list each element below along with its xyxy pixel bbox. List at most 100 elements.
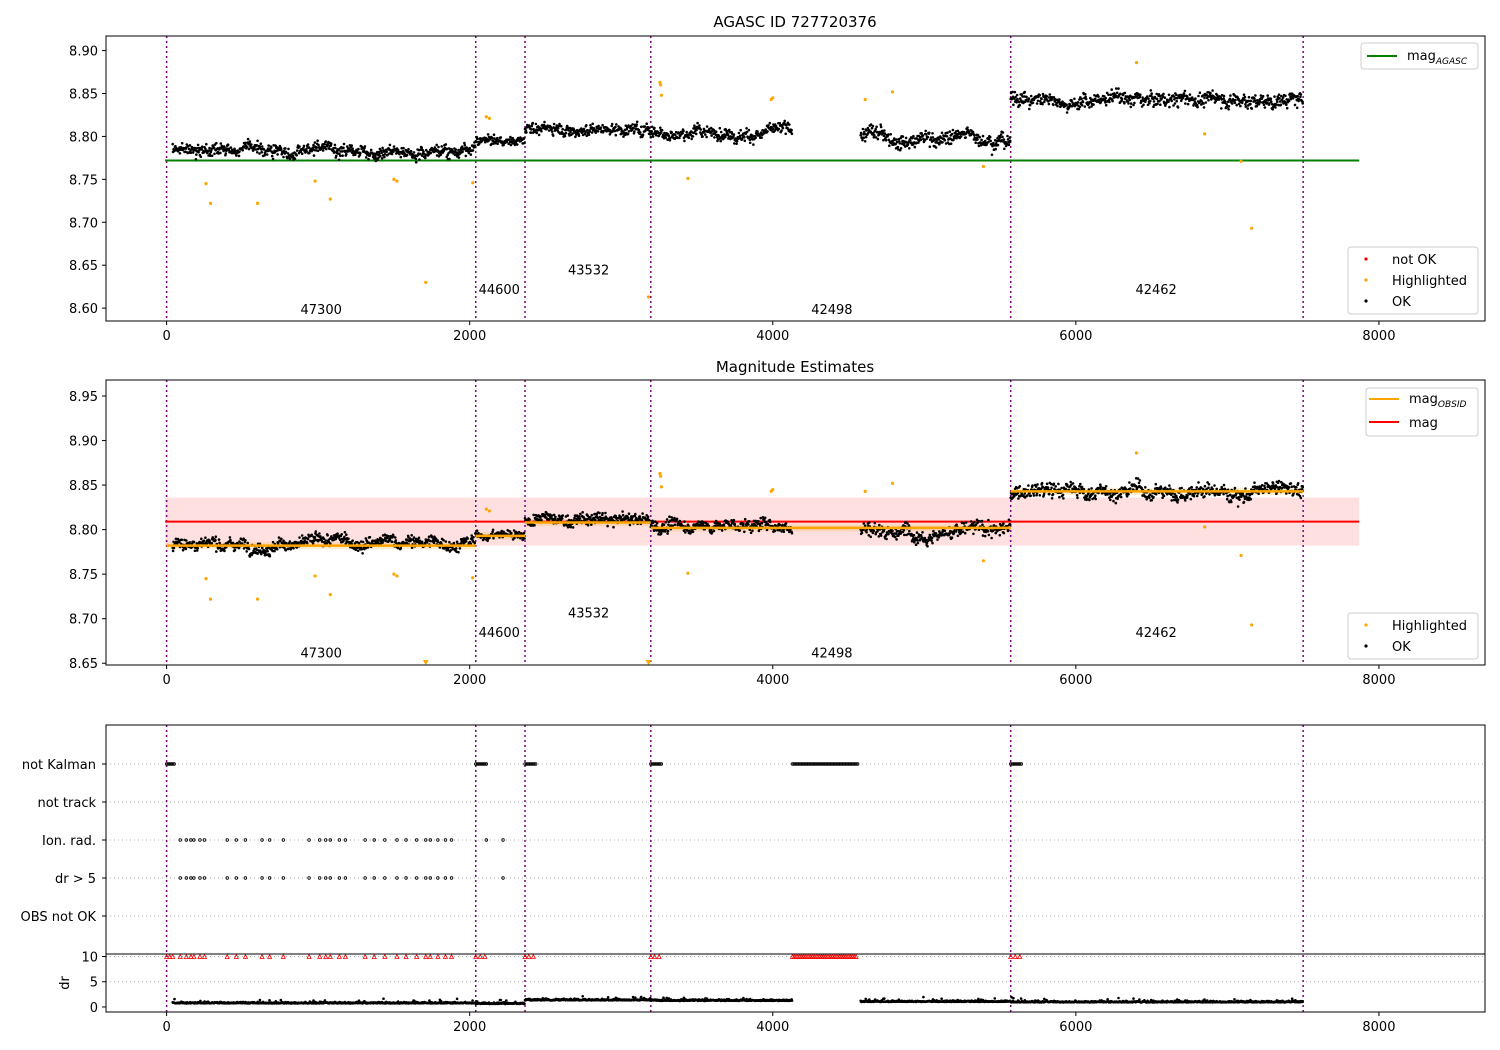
data-point-highlighted bbox=[395, 179, 399, 183]
data-point-ok bbox=[1192, 494, 1196, 498]
data-point-ok bbox=[773, 529, 777, 533]
data-point-ok bbox=[945, 135, 949, 138]
data-point-ok bbox=[646, 515, 650, 518]
data-point-ok bbox=[500, 140, 504, 143]
data-point-ok bbox=[859, 133, 862, 137]
data-point-ok bbox=[486, 133, 490, 136]
data-point-ok bbox=[333, 150, 336, 153]
data-point-ok bbox=[1089, 100, 1092, 104]
data-point-ok bbox=[1163, 96, 1167, 99]
y-tick-label: 8.60 bbox=[69, 302, 98, 317]
data-point-ok bbox=[908, 147, 911, 150]
data-point-ok bbox=[407, 147, 410, 151]
data-point-highlighted bbox=[646, 295, 651, 299]
data-point-ok bbox=[202, 539, 206, 543]
data-point-ok bbox=[768, 121, 772, 125]
data-point-ok bbox=[987, 140, 990, 144]
data-point-ok bbox=[678, 519, 682, 523]
data-point-ok bbox=[724, 128, 727, 131]
data-point-ok bbox=[1148, 101, 1151, 105]
data-point-ok bbox=[926, 545, 929, 548]
data-point-highlighted bbox=[487, 509, 491, 513]
data-point-ok bbox=[865, 531, 868, 534]
data-point-ok bbox=[196, 143, 200, 147]
legend-label-highlighted: Highlighted bbox=[1392, 274, 1467, 289]
data-point-ok bbox=[921, 134, 925, 137]
data-point-ok bbox=[560, 517, 564, 520]
data-point-ok bbox=[1025, 95, 1028, 99]
data-point-ok bbox=[566, 514, 569, 517]
data-point-ok bbox=[1184, 102, 1187, 105]
data-point-ok bbox=[633, 130, 636, 133]
data-point-ok bbox=[522, 531, 526, 535]
data-point-ok bbox=[1036, 483, 1039, 486]
data-point-ok bbox=[474, 140, 478, 144]
y-tick-label: 8.70 bbox=[69, 216, 98, 231]
data-point-ok bbox=[732, 518, 736, 522]
data-point-ok bbox=[1104, 96, 1107, 100]
data-point-highlighted bbox=[471, 181, 475, 185]
data-point-ok bbox=[245, 145, 249, 149]
data-point-ok bbox=[420, 540, 424, 544]
data-point-ok bbox=[649, 133, 652, 136]
data-point-ok bbox=[928, 533, 932, 537]
data-point-ok bbox=[953, 131, 957, 135]
data-point-ok bbox=[1155, 97, 1159, 101]
data-point-ok bbox=[535, 131, 539, 135]
data-point-ok bbox=[305, 150, 309, 153]
data-point-ok bbox=[1229, 94, 1232, 97]
legend-marker-ok bbox=[1364, 299, 1368, 303]
data-point-ok bbox=[1023, 492, 1027, 495]
data-point-ok bbox=[649, 135, 653, 139]
data-point-ok bbox=[629, 124, 633, 128]
data-point-ok bbox=[1263, 486, 1267, 490]
data-point-ok bbox=[1115, 91, 1119, 95]
data-point-ok bbox=[363, 145, 367, 148]
data-point-ok bbox=[1280, 98, 1284, 102]
data-point-ok bbox=[200, 537, 203, 541]
data-point-ok bbox=[621, 510, 624, 513]
data-point-ok bbox=[893, 535, 897, 539]
data-point-ok bbox=[1119, 495, 1123, 499]
data-point-ok bbox=[719, 139, 722, 143]
data-point-ok bbox=[215, 141, 218, 145]
data-point-ok bbox=[540, 129, 543, 133]
data-point-highlighted bbox=[686, 176, 690, 181]
x-tick-label: 2000 bbox=[453, 673, 486, 688]
data-point-ok bbox=[1261, 94, 1265, 98]
data-point-ok bbox=[476, 137, 479, 141]
data-point-ok bbox=[229, 538, 232, 542]
data-point-ok bbox=[1249, 99, 1253, 103]
data-point-highlighted bbox=[890, 90, 895, 94]
data-point-ok bbox=[1279, 103, 1283, 107]
data-point-ok bbox=[1203, 96, 1206, 100]
data-point-ok bbox=[448, 540, 451, 544]
data-point-ok bbox=[937, 138, 941, 141]
data-point-ok bbox=[788, 123, 791, 126]
data-point-ok bbox=[912, 134, 915, 138]
data-point-ok bbox=[976, 133, 980, 137]
data-point-ok bbox=[1207, 98, 1210, 102]
data-point-ok bbox=[1275, 103, 1278, 106]
data-point-ok bbox=[1056, 104, 1059, 108]
data-point-ok bbox=[325, 147, 328, 151]
data-point-ok bbox=[463, 141, 466, 145]
y-tick-label: 8.75 bbox=[69, 173, 98, 188]
data-point-ok bbox=[171, 549, 175, 553]
data-point-ok bbox=[590, 513, 594, 517]
data-point-ok bbox=[238, 540, 241, 543]
data-point-ok bbox=[440, 145, 444, 148]
data-point-ok bbox=[420, 154, 424, 157]
x-tick-label: 6000 bbox=[1059, 329, 1092, 344]
data-point-ok bbox=[246, 137, 250, 141]
data-point-ok bbox=[931, 136, 935, 139]
data-point-ok bbox=[1084, 93, 1087, 96]
data-point-ok bbox=[499, 136, 503, 139]
data-point-ok bbox=[1244, 487, 1247, 490]
data-point-ok bbox=[191, 151, 195, 154]
data-point-ok bbox=[287, 147, 290, 151]
data-point-ok bbox=[1234, 98, 1237, 102]
data-point-ok bbox=[882, 134, 886, 137]
data-point-ok bbox=[1301, 485, 1304, 489]
data-point-ok bbox=[1031, 484, 1034, 487]
